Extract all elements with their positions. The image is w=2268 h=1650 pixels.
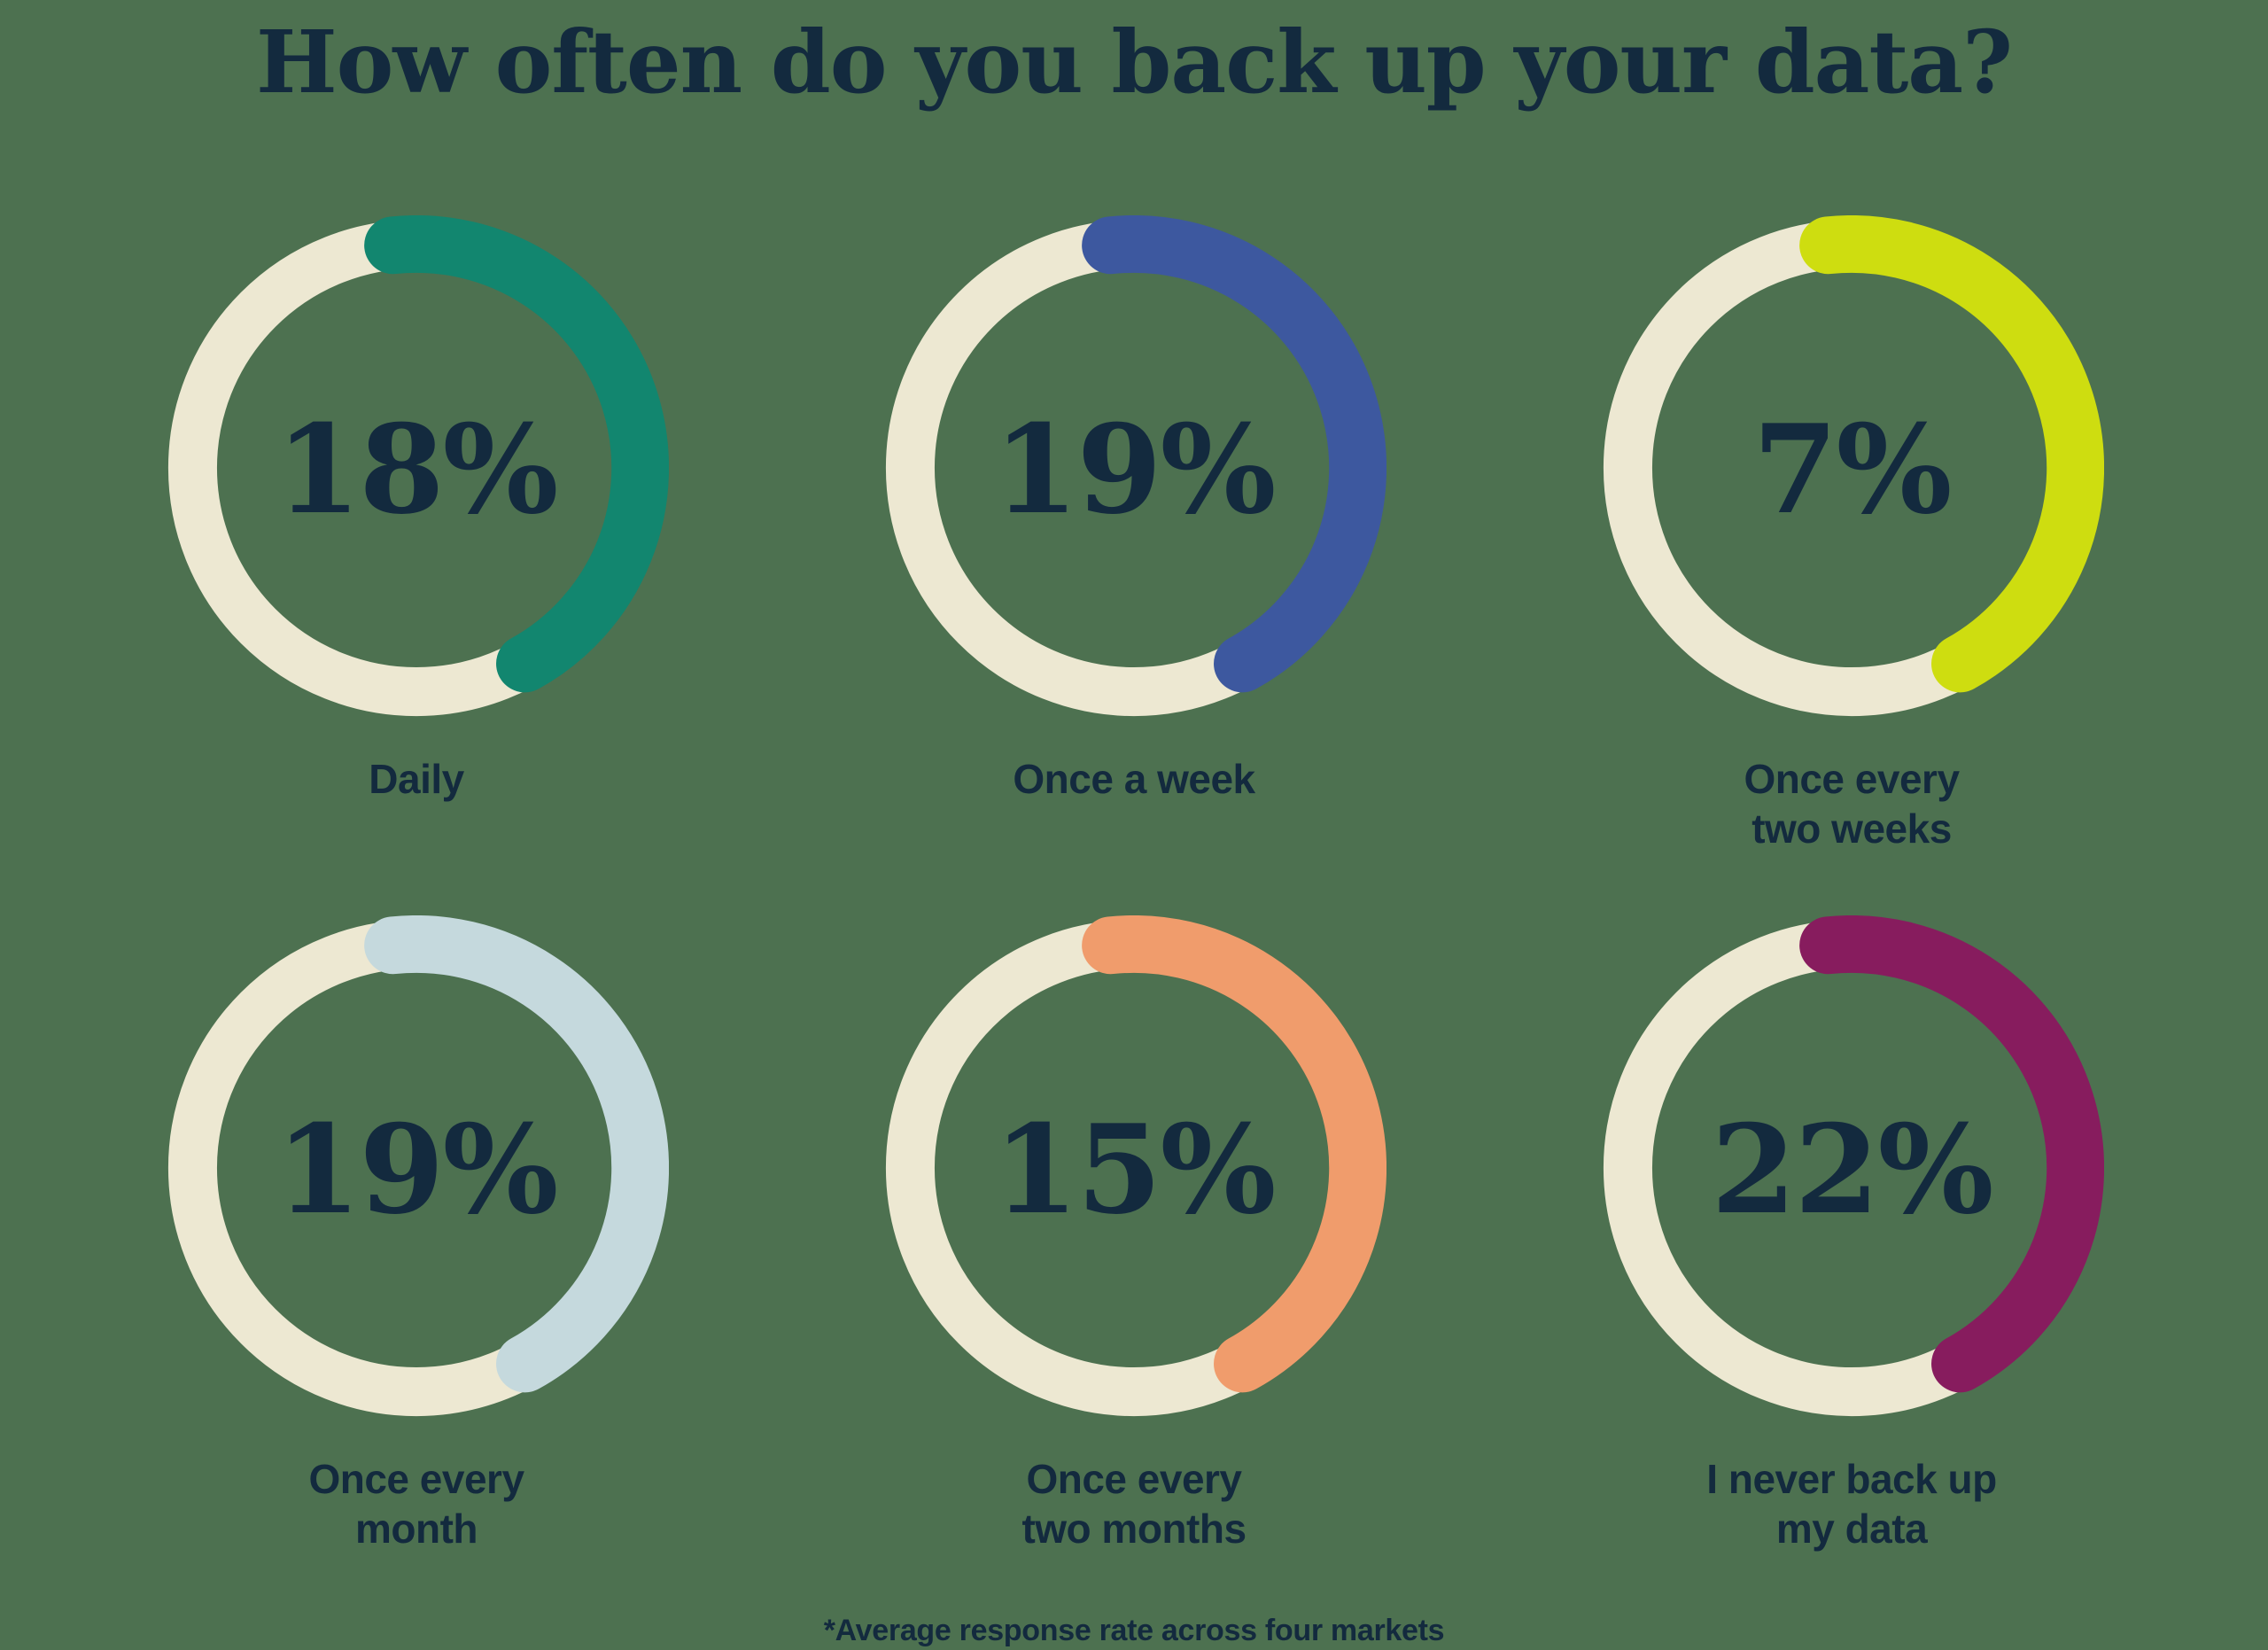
donut-chart: 7% [1599, 214, 2104, 720]
page-title: How often do you back up your data? [256, 12, 2013, 113]
donut-chart: 19% [882, 214, 1386, 720]
donut-chart: 22% [1599, 915, 2104, 1420]
donut-percent-label: 19% [993, 397, 1276, 542]
donut-arc [1082, 214, 1386, 692]
donut-category-label: Once every month [308, 1455, 524, 1552]
donut-percent-label: 18% [276, 397, 558, 542]
donut-cell-5: 15% Once every two months [775, 915, 1493, 1615]
donut-arc [1082, 915, 1386, 1392]
donut-percent-label: 15% [993, 1097, 1276, 1242]
donut-category-label: Daily [369, 755, 464, 802]
donut-chart: 19% [164, 915, 669, 1420]
donut-cell-1: 18% Daily [58, 214, 775, 915]
donut-arc [1799, 915, 2104, 1392]
donut-category-label: I never back up my data [1706, 1455, 1997, 1552]
donut-cell-3: 7% Once every two weeks [1493, 214, 2210, 915]
donut-cell-6: 22% I never back up my data [1493, 915, 2210, 1615]
donut-cell-4: 19% Once every month [58, 915, 775, 1615]
donut-arc [364, 214, 669, 692]
donut-percent-label: 22% [1711, 1097, 1993, 1242]
donut-cell-2: 19% Once a week [775, 214, 1493, 915]
donut-arc [1799, 214, 2104, 692]
donut-arc [364, 915, 669, 1392]
donut-category-label: Once every two weeks [1744, 755, 1960, 852]
donut-chart: 18% [164, 214, 669, 720]
donut-category-label: Once a week [1013, 755, 1255, 802]
donut-category-label: Once every two months [1021, 1455, 1247, 1552]
donut-percent-label: 19% [276, 1097, 558, 1242]
donut-chart: 15% [882, 915, 1386, 1420]
donut-grid: 18% Daily 19% Once a week 7% Once every t… [0, 214, 2268, 1615]
footnote: *Average response rate across four marke… [823, 1614, 1445, 1647]
donut-percent-label: 7% [1752, 397, 1952, 542]
